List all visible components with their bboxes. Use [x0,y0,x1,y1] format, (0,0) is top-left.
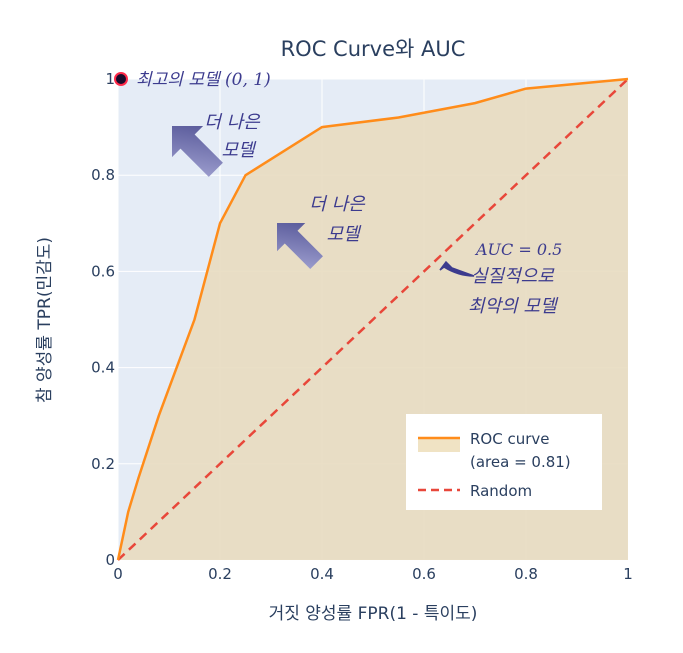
legend: ROC curve (area = 0.81) Random [406,414,602,510]
x-axis-title: 거짓 양성률 FPR(1 - 특이도) [269,604,478,624]
x-tick-labels: 0 0.2 0.4 0.6 0.8 1 [113,565,633,583]
legend-random-label: Random [470,482,532,500]
best-point-marker [114,72,128,86]
legend-box [406,414,602,510]
roc-curve-line [116,77,629,561]
worst-model-label-line2: 실질적으로 [471,266,555,287]
y-axis-title: 참 양성률 TPR(민감도) [35,237,55,403]
random-line [117,78,629,561]
legend-roc-label-line2: (area = 0.81) [470,453,571,471]
legend-roc-swatch-fill [418,438,460,452]
better-model-label-1-line1: 더 나은 [204,112,261,133]
y-tick-labels: 0 0.2 0.4 0.6 0.8 1 [91,70,115,569]
worst-model-label-line1: AUC = 0.5 [474,240,562,259]
x-tick-label: 0.6 [412,565,436,583]
better-model-label-2-line1: 더 나은 [309,194,366,215]
worst-model-label-line3: 최악의 모델 [468,296,559,317]
y-tick-label: 0.2 [91,455,115,473]
chart-title: ROC Curve와 AUC [281,37,466,61]
better-model-arrow-icon [172,126,223,177]
best-point-label: 최고의 모델 (0, 1) [136,70,271,90]
better-model-label-1-line2: 모델 [221,140,257,161]
better-model-label-2-line2: 모델 [326,224,362,245]
y-tick-label: 1 [105,70,115,88]
x-tick-label: 0 [113,565,123,583]
x-tick-label: 1 [623,565,633,583]
y-tick-label: 0.4 [91,359,115,377]
x-tick-label: 0.8 [514,565,538,583]
x-tick-label: 0.2 [208,565,232,583]
y-tick-label: 0 [105,551,115,569]
legend-roc-label-line1: ROC curve [470,430,550,448]
x-tick-label: 0.4 [310,565,334,583]
better-model-arrow-icon [277,223,323,269]
worst-model-pointer-icon [439,260,475,277]
y-tick-label: 0.6 [91,262,115,280]
y-tick-label: 0.8 [91,166,115,184]
